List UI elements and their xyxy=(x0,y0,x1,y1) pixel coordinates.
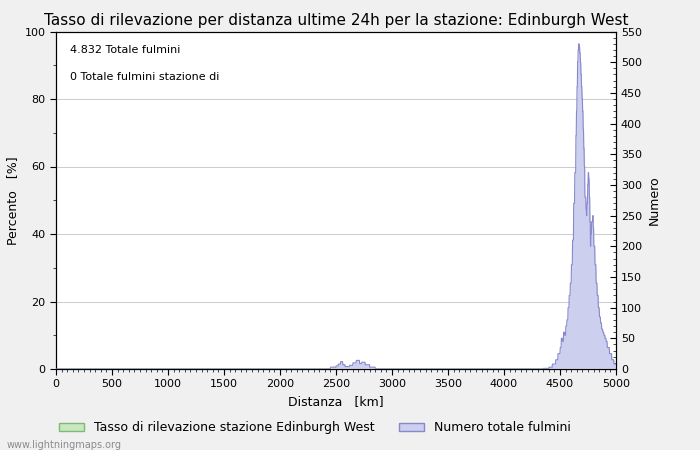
Y-axis label: Percento   [%]: Percento [%] xyxy=(6,156,19,244)
Title: Tasso di rilevazione per distanza ultime 24h per la stazione: Edinburgh West: Tasso di rilevazione per distanza ultime… xyxy=(43,13,629,27)
X-axis label: Distanza   [km]: Distanza [km] xyxy=(288,395,384,408)
Text: www.lightningmaps.org: www.lightningmaps.org xyxy=(7,440,122,450)
Y-axis label: Numero: Numero xyxy=(648,176,661,225)
Text: 4.832 Totale fulmini: 4.832 Totale fulmini xyxy=(70,45,181,55)
Text: 0 Totale fulmini stazione di: 0 Totale fulmini stazione di xyxy=(70,72,219,82)
Legend: Tasso di rilevazione stazione Edinburgh West, Numero totale fulmini: Tasso di rilevazione stazione Edinburgh … xyxy=(54,416,576,439)
